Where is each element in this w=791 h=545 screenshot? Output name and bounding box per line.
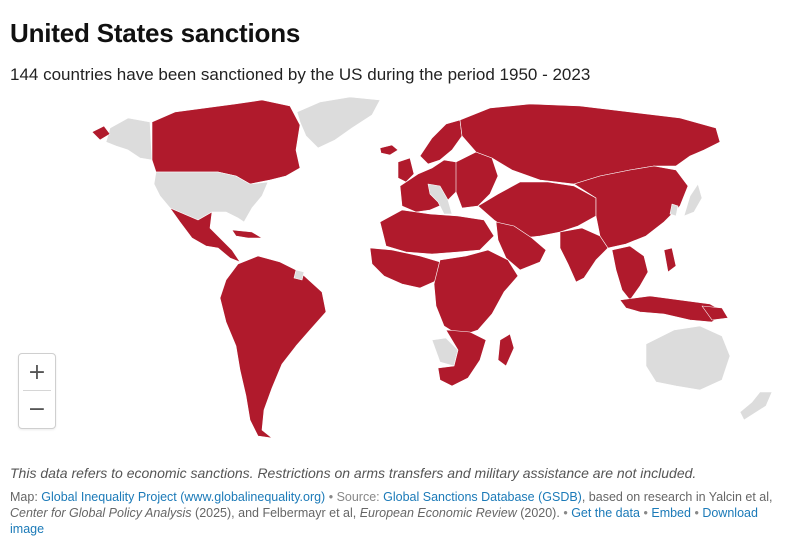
map-credit-link[interactable]: Global Inequality Project (www.globaline… [41, 490, 326, 504]
country-greenland[interactable] [296, 96, 381, 149]
country-west-africa[interactable] [369, 247, 441, 289]
source-text-3: (2020). [516, 506, 560, 520]
country-southern-africa[interactable] [437, 329, 487, 387]
world-map[interactable] [0, 92, 791, 444]
country-north-africa[interactable] [379, 209, 495, 255]
separator: • [563, 506, 568, 520]
country-japan[interactable] [683, 183, 703, 217]
source-text-2: (2025), and Felbermayr et al, [191, 506, 360, 520]
country-madagascar[interactable] [497, 333, 515, 367]
country-southeast-asia[interactable] [611, 245, 649, 301]
source-prefix: • Source: [328, 490, 380, 504]
data-note: This data refers to economic sanctions. … [10, 465, 697, 481]
embed-link[interactable]: Embed [651, 506, 691, 520]
source-link[interactable]: Global Sanctions Database (GSDB) [383, 490, 582, 504]
country-china-east-asia[interactable] [573, 165, 689, 249]
country-arabian-peninsula[interactable] [495, 221, 547, 271]
journal-1: Center for Global Policy Analysis [10, 506, 192, 520]
download-image-link[interactable]: Download image [10, 506, 758, 536]
country-italy[interactable] [427, 183, 453, 215]
separator: • [643, 506, 648, 520]
country-papua-new-guinea[interactable] [701, 305, 729, 321]
separator: • [694, 506, 699, 520]
zoom-out-button[interactable]: − [27, 396, 47, 422]
country-central-east-africa[interactable] [433, 249, 519, 337]
country-south-america[interactable] [219, 255, 327, 439]
country-australia[interactable] [645, 325, 731, 391]
source-text-1: , based on research in Yalcin et al, [581, 490, 773, 504]
country-cuba[interactable] [231, 229, 263, 239]
country-south-korea[interactable] [669, 203, 679, 217]
footer-credits: Map: Global Inequality Project (www.glob… [10, 489, 780, 537]
get-data-link[interactable]: Get the data [571, 506, 640, 520]
country-russia[interactable] [459, 103, 721, 185]
country-canada-island[interactable] [91, 125, 111, 141]
country-alaska[interactable] [105, 117, 153, 161]
country-indonesia[interactable] [619, 295, 725, 323]
country-iceland[interactable] [379, 144, 399, 156]
journal-2: European Economic Review [359, 506, 517, 520]
map-credit-prefix: Map: [10, 490, 38, 504]
country-scandinavia[interactable] [419, 119, 463, 165]
country-united-states[interactable] [153, 171, 269, 223]
chart-title: United States sanctions [10, 18, 301, 48]
zoom-divider [23, 390, 51, 391]
country-uk-ireland[interactable] [397, 157, 415, 183]
chart-subtitle: 144 countries have been sanctioned by th… [10, 65, 591, 84]
country-philippines[interactable] [663, 247, 677, 273]
country-india-region[interactable] [559, 227, 609, 283]
zoom-in-button[interactable]: + [27, 359, 47, 385]
country-french-guiana[interactable] [293, 269, 305, 281]
zoom-controls: + − [18, 353, 56, 429]
country-mexico-central-america[interactable] [169, 207, 241, 263]
country-new-zealand[interactable] [739, 391, 773, 421]
country-canada[interactable] [151, 99, 301, 185]
